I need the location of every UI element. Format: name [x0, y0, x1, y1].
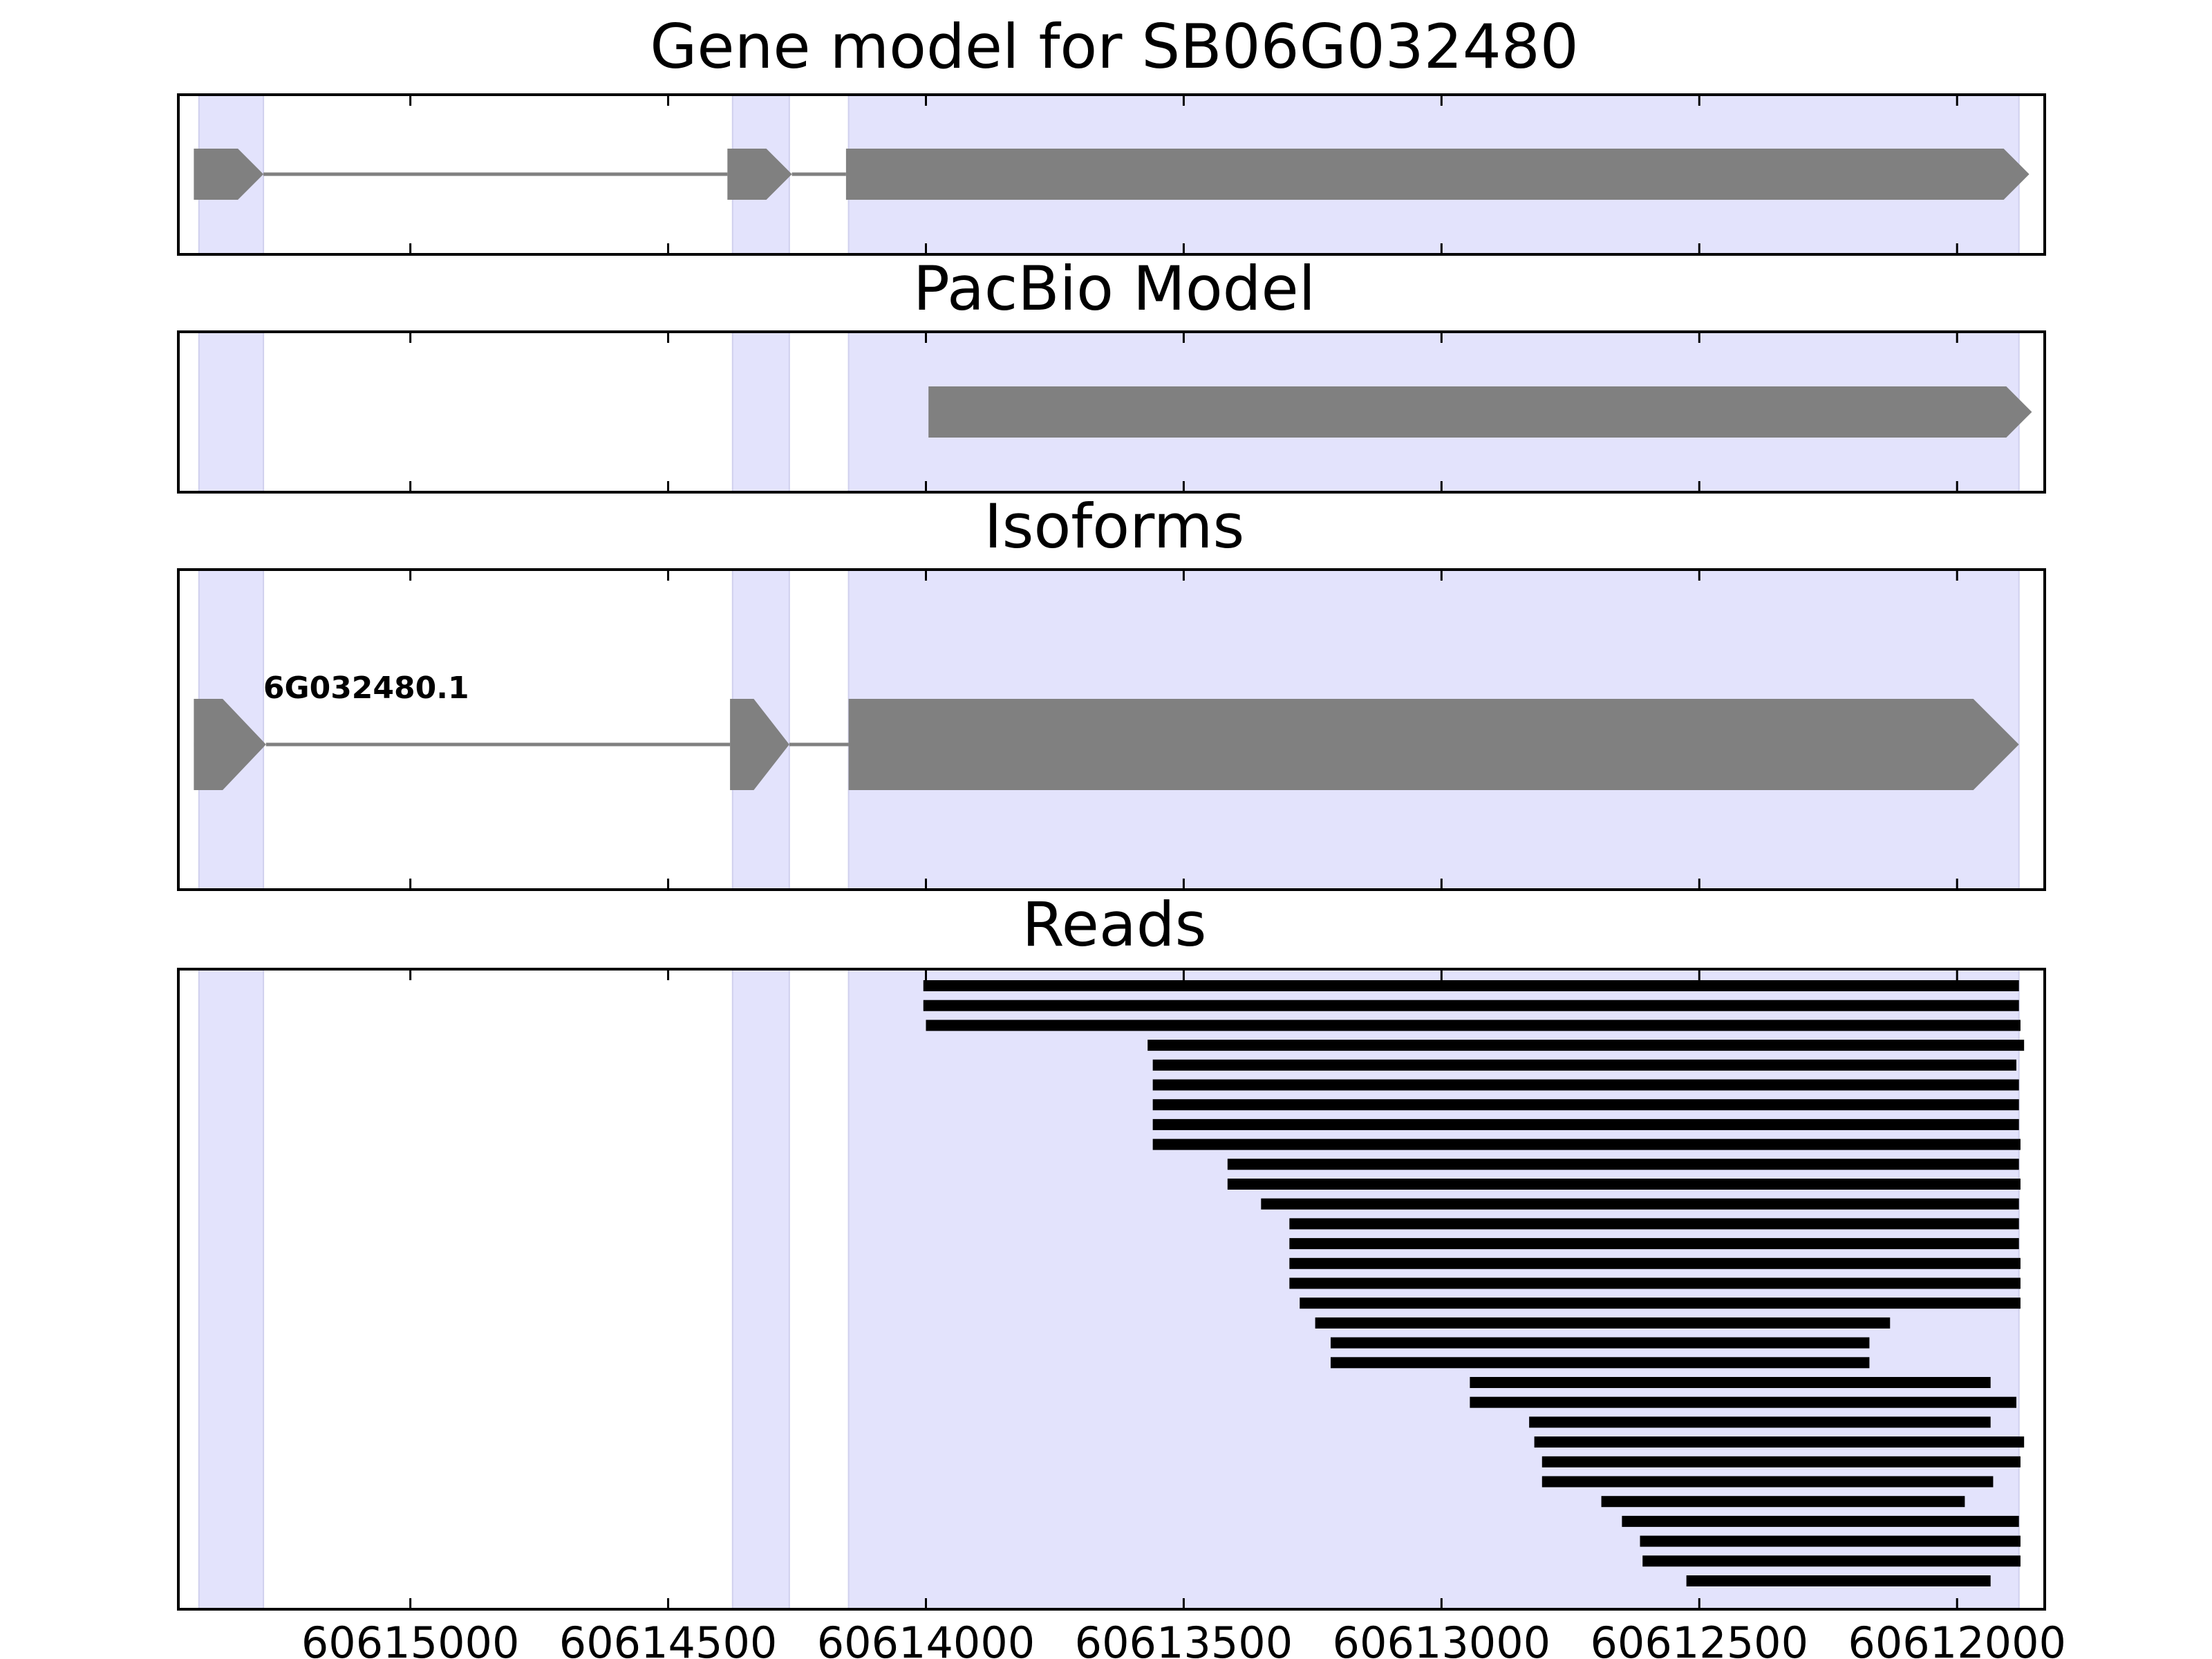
read-bar — [1152, 1138, 2021, 1150]
x-tick-label: 60612000 — [1848, 1618, 2066, 1659]
exon-block — [194, 149, 264, 200]
exon-region-shade — [198, 331, 265, 493]
read-bar — [1300, 1297, 2021, 1309]
read-bar — [1147, 1040, 2025, 1051]
reads-panel — [177, 968, 2046, 1611]
read-bar — [1470, 1396, 2016, 1408]
x-tick-label: 60613000 — [1333, 1618, 1551, 1659]
panel-frame — [177, 568, 2046, 891]
read-bar — [1470, 1377, 1991, 1388]
panel-frame — [177, 968, 2046, 1611]
read-bar — [1152, 1079, 2019, 1091]
read-bar — [1541, 1476, 1994, 1488]
read-bar — [1330, 1337, 1870, 1349]
read-bar — [926, 1020, 2021, 1031]
read-bar — [1330, 1357, 1870, 1369]
read-bar — [1289, 1238, 2019, 1250]
panel-frame — [177, 93, 2046, 256]
reads-title: Reads — [1022, 889, 1207, 960]
exon-block — [848, 699, 2019, 790]
read-bar — [1227, 1179, 2021, 1190]
read-bar — [1601, 1496, 1965, 1508]
read-bar — [1152, 1118, 2019, 1130]
read-bar — [1152, 1099, 2019, 1111]
read-bar — [1261, 1198, 2019, 1210]
pacbio-model-title: PacBio Model — [913, 253, 1315, 324]
read-bar — [1640, 1535, 2021, 1547]
exon-block — [194, 699, 266, 790]
gene-model-panel — [177, 93, 2046, 256]
exon-region-shade — [731, 968, 790, 1610]
read-bar — [1541, 1456, 2021, 1468]
panel-frame — [177, 330, 2046, 494]
exon-block — [727, 149, 792, 200]
read-bar — [1289, 1277, 2021, 1289]
read-bar — [1227, 1159, 2019, 1170]
isoforms-panel — [177, 568, 2046, 891]
exon-block — [845, 149, 2030, 200]
read-bar — [1686, 1575, 1991, 1586]
x-tick-label: 60613500 — [1075, 1618, 1293, 1659]
read-bar — [1289, 1257, 2021, 1269]
read-bar — [1534, 1436, 2025, 1448]
pacbio-model-panel — [177, 330, 2046, 494]
x-tick-label: 60614000 — [817, 1618, 1035, 1659]
exon-block — [730, 699, 789, 790]
x-tick-label: 60615000 — [301, 1618, 520, 1659]
gene-model-title: Gene model for SB06G032480 — [650, 11, 1579, 82]
read-bar — [1152, 1059, 2016, 1071]
exon-block — [928, 386, 2032, 438]
exon-region-shade — [731, 331, 790, 493]
isoforms-title: Isoforms — [984, 491, 1245, 562]
x-axis-tick-labels: 60615000 60614500 60614000 60613500 60613000… — [301, 1618, 2066, 1659]
read-bar — [923, 980, 2019, 991]
x-tick-label: 60614500 — [559, 1618, 778, 1659]
read-bar — [1622, 1515, 2019, 1527]
read-bar — [1642, 1555, 2021, 1567]
exon-region-shade — [198, 968, 265, 1610]
x-tick-label: 60612500 — [1590, 1618, 1808, 1659]
read-bar — [923, 1000, 2019, 1011]
read-bar — [1289, 1218, 2019, 1230]
read-bar — [1529, 1416, 1991, 1428]
read-bar — [1315, 1317, 1891, 1329]
